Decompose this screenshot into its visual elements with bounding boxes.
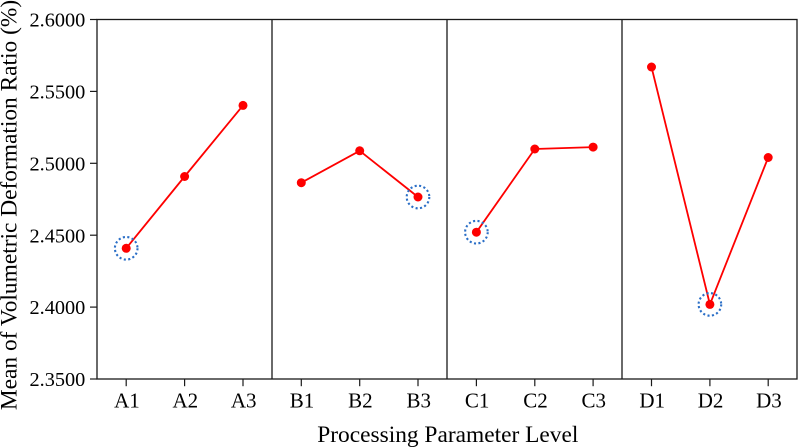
svg-text:D3: D3 [756,388,782,412]
svg-text:B3: B3 [406,388,431,412]
svg-text:C3: C3 [582,388,607,412]
svg-text:C2: C2 [523,388,548,412]
svg-text:C1: C1 [465,388,490,412]
svg-text:D2: D2 [698,388,724,412]
svg-text:2.4000: 2.4000 [30,297,86,319]
svg-text:B1: B1 [290,388,315,412]
svg-text:2.4500: 2.4500 [30,225,86,247]
svg-text:D1: D1 [639,388,665,412]
svg-text:A3: A3 [231,388,257,412]
svg-text:B2: B2 [348,388,373,412]
svg-text:2.5500: 2.5500 [30,82,86,104]
svg-text:2.3500: 2.3500 [30,369,86,391]
svg-text:2.6000: 2.6000 [30,10,86,32]
svg-text:Mean of Volumetric Deformation: Mean of Volumetric Deformation Ratio (%) [0,0,23,410]
svg-text:A2: A2 [172,388,198,412]
svg-text:A1: A1 [114,388,140,412]
svg-text:Processing Parameter Level: Processing Parameter Level [317,422,579,448]
svg-text:2.5000: 2.5000 [30,153,86,175]
